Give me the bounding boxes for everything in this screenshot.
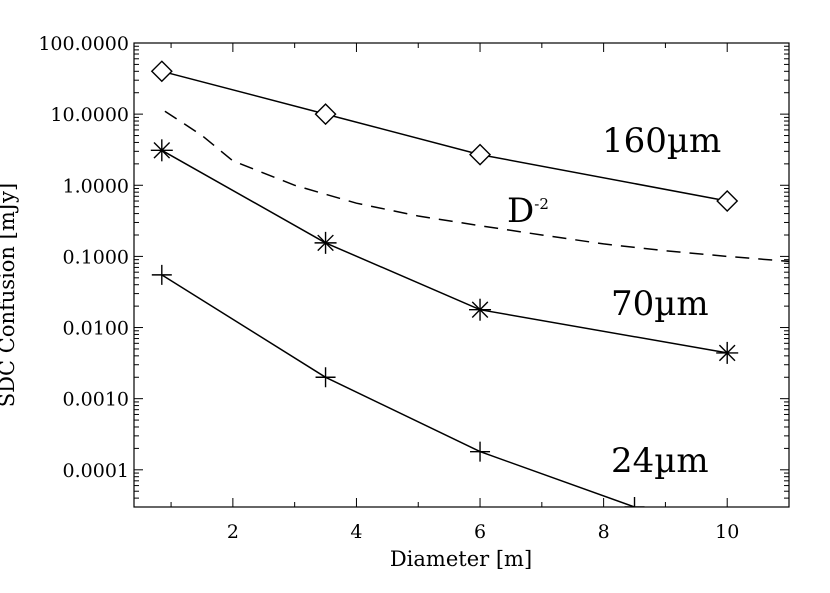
y-axis: 0.0001 0.0010 0.0100 0.1000 1.0000 10.0000 100… bbox=[38, 33, 789, 499]
series-label-70: 70µm bbox=[611, 284, 709, 324]
x-tick-label: 8 bbox=[598, 521, 610, 543]
series-line-24-m bbox=[161, 274, 635, 507]
data-point-asterisk-stroke bbox=[471, 301, 489, 319]
y-tick-label: 10.0000 bbox=[50, 104, 129, 126]
series-160-m bbox=[150, 60, 739, 213]
data-point-asterisk bbox=[469, 298, 492, 321]
data-point-diamond bbox=[314, 103, 337, 126]
series-label-160: 160µm bbox=[602, 121, 721, 161]
data-point-plus bbox=[470, 441, 491, 462]
series-line-d-2 bbox=[164, 110, 789, 263]
data-point-diamond bbox=[150, 60, 173, 83]
data-point-asterisk-stroke bbox=[317, 234, 334, 252]
data-point-plus bbox=[151, 264, 172, 285]
series-d-2 bbox=[164, 110, 789, 263]
y-tick-label: 1.0000 bbox=[63, 175, 129, 197]
reference-line-label-exponent: -2 bbox=[534, 195, 549, 213]
data-point-asterisk bbox=[314, 231, 337, 254]
data-point-plus bbox=[315, 367, 336, 388]
y-axis-title: SDC Confusion [mJy] bbox=[0, 183, 19, 407]
data-point-asterisk bbox=[716, 341, 739, 364]
reference-line-label: D-2 bbox=[507, 191, 549, 231]
y-tick-label: 0.1000 bbox=[63, 246, 129, 268]
plot-area-frame bbox=[133, 42, 790, 508]
x-tick-label: 4 bbox=[350, 521, 362, 543]
y-tick-label: 100.0000 bbox=[38, 33, 129, 55]
data-point-asterisk-stroke bbox=[718, 344, 736, 362]
x-axis-title: Diameter [m] bbox=[390, 547, 532, 571]
series-24-m bbox=[151, 264, 645, 507]
reference-line-label-base: D bbox=[507, 191, 534, 231]
series-line-70-m bbox=[161, 149, 728, 354]
x-tick-label: 6 bbox=[474, 521, 486, 543]
series-label-24: 24µm bbox=[611, 441, 709, 481]
data-point-asterisk-stroke bbox=[153, 142, 171, 159]
x-tick-label: 2 bbox=[227, 521, 239, 543]
x-tick-label: 10 bbox=[715, 521, 739, 543]
data-point-plus bbox=[624, 497, 645, 507]
y-tick-label: 0.0100 bbox=[63, 318, 129, 340]
y-tick-label: 0.0001 bbox=[63, 460, 129, 482]
data-point-diamond bbox=[716, 190, 739, 213]
y-tick-label: 0.0010 bbox=[63, 389, 129, 411]
x-axis: 2 4 6 8 10 bbox=[170, 43, 790, 543]
data-point-asterisk bbox=[150, 139, 173, 162]
data-point-diamond bbox=[469, 143, 492, 166]
series-70-m bbox=[150, 139, 739, 364]
series-line-160-m bbox=[161, 70, 728, 202]
series-layer bbox=[150, 60, 789, 507]
